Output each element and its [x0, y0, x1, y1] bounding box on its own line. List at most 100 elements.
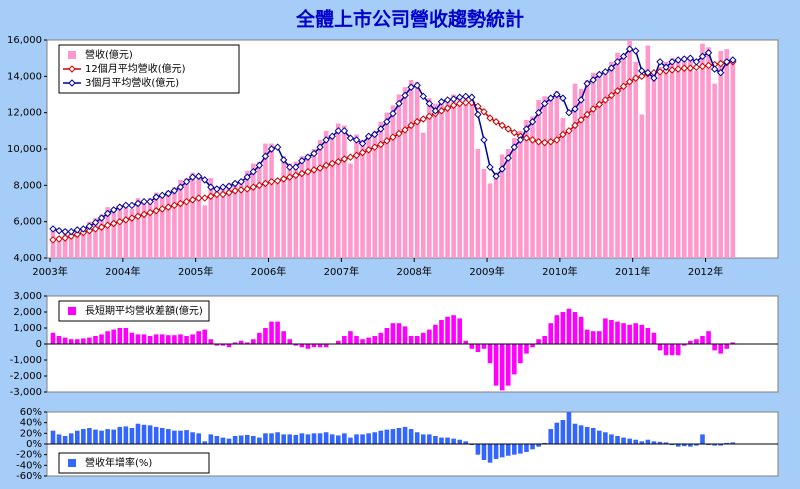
- bar: [639, 441, 645, 444]
- marker: [498, 165, 506, 173]
- legend-swatch: [68, 51, 76, 59]
- marker: [334, 158, 342, 166]
- bar: [329, 434, 335, 444]
- bar: [463, 94, 469, 258]
- marker: [371, 130, 379, 139]
- bar: [694, 70, 699, 258]
- marker: [419, 92, 427, 101]
- marker: [79, 225, 88, 233]
- bar: [111, 429, 116, 444]
- marker: [310, 149, 318, 158]
- bar: [317, 433, 323, 444]
- marker: [188, 173, 197, 181]
- bar: [512, 138, 517, 258]
- marker: [716, 59, 725, 68]
- bar: [475, 149, 481, 258]
- bar: [554, 422, 560, 444]
- bar: [305, 434, 311, 444]
- marker: [389, 133, 397, 141]
- y-tick-label: 8,000: [13, 180, 42, 191]
- marker: [316, 143, 324, 151]
- marker: [261, 152, 270, 160]
- marker: [662, 63, 670, 71]
- bar: [451, 438, 456, 444]
- bar: [263, 143, 268, 258]
- legend-marker: [68, 79, 76, 87]
- bar: [105, 429, 110, 444]
- bar: [208, 339, 214, 344]
- bar: [111, 329, 116, 344]
- marker: [231, 179, 239, 188]
- marker: [237, 186, 245, 194]
- bar: [663, 61, 669, 258]
- bar: [135, 198, 141, 258]
- marker: [510, 128, 519, 137]
- marker: [164, 203, 173, 211]
- bar: [633, 61, 639, 258]
- bar: [402, 426, 408, 444]
- bar: [639, 114, 645, 258]
- bar: [414, 336, 420, 344]
- marker: [492, 172, 500, 180]
- marker: [565, 127, 573, 135]
- marker: [455, 93, 464, 101]
- marker: [152, 193, 160, 201]
- bar: [505, 344, 511, 386]
- bar: [220, 187, 226, 258]
- marker: [407, 83, 415, 91]
- marker: [91, 225, 100, 233]
- bar: [451, 315, 456, 344]
- bar: [190, 334, 195, 344]
- bar: [81, 429, 86, 444]
- marker: [55, 227, 63, 235]
- bar: [208, 434, 214, 444]
- bar: [62, 337, 68, 344]
- marker: [443, 96, 452, 104]
- bar: [669, 58, 675, 258]
- y-tick-label: 14,000: [7, 71, 42, 82]
- legend-label: 3個月平均營收(億元): [85, 76, 179, 89]
- bar: [329, 138, 335, 258]
- bar: [153, 426, 159, 444]
- marker: [668, 66, 676, 74]
- marker: [377, 125, 385, 133]
- bar: [153, 334, 159, 344]
- y-tick-label: 1,000: [13, 323, 42, 334]
- bar: [487, 344, 493, 364]
- marker: [407, 121, 415, 130]
- y-tick-label: 6,000: [13, 217, 42, 228]
- marker: [528, 118, 537, 126]
- bar: [445, 437, 450, 444]
- bar: [354, 134, 359, 258]
- x-tick-label: 2009年: [469, 265, 504, 278]
- bar: [129, 208, 135, 258]
- bar: [603, 432, 608, 444]
- marker: [680, 64, 688, 72]
- bar: [366, 337, 371, 344]
- bar: [518, 130, 523, 258]
- bar: [499, 344, 505, 391]
- bar: [208, 178, 214, 258]
- legend-box: [58, 44, 240, 94]
- bar: [354, 336, 359, 344]
- bar: [135, 334, 141, 344]
- marker: [273, 143, 282, 151]
- bar: [505, 444, 511, 456]
- bar: [129, 428, 135, 444]
- bar: [414, 432, 420, 444]
- marker: [686, 64, 695, 72]
- marker: [255, 181, 264, 190]
- marker: [249, 168, 258, 176]
- legend-label: 長短期平均營收差額(億元): [85, 304, 203, 317]
- bar: [244, 170, 250, 258]
- marker: [716, 68, 725, 77]
- marker: [286, 173, 294, 181]
- marker: [601, 68, 610, 76]
- marker: [243, 185, 251, 193]
- marker: [85, 227, 94, 235]
- marker: [103, 209, 112, 218]
- bar: [730, 342, 736, 344]
- bar: [584, 426, 590, 444]
- bar: [251, 339, 256, 344]
